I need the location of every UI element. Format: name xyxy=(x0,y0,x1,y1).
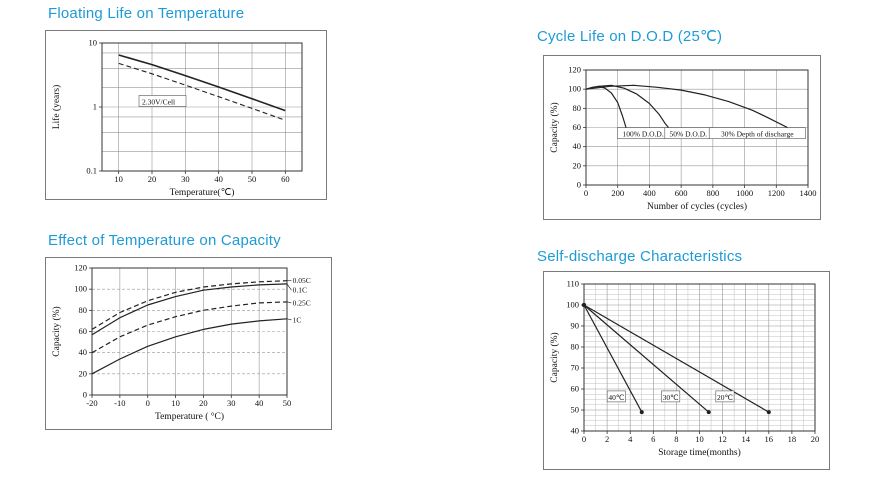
svg-text:6: 6 xyxy=(651,434,655,444)
svg-text:80: 80 xyxy=(79,305,88,315)
self-discharge-chart: 0 2 4 6 8 10 12 14 16 18 20 40 50 60 70 80 90 100 110 40℃ 30… xyxy=(543,271,830,470)
svg-text:40: 40 xyxy=(571,426,580,436)
svg-text:4: 4 xyxy=(628,434,633,444)
svg-text:10: 10 xyxy=(89,38,98,48)
svg-text:Storage time(months): Storage time(months) xyxy=(658,447,741,458)
svg-text:1400: 1400 xyxy=(800,188,817,198)
svg-text:40: 40 xyxy=(573,141,582,151)
svg-text:40: 40 xyxy=(214,174,223,184)
svg-text:800: 800 xyxy=(706,188,719,198)
svg-text:50% D.O.D.: 50% D.O.D. xyxy=(670,130,708,139)
svg-text:40℃: 40℃ xyxy=(608,393,625,402)
svg-text:100: 100 xyxy=(74,284,87,294)
chart-title-floating-life: Floating Life on Temperature xyxy=(48,5,245,22)
svg-text:20: 20 xyxy=(79,368,88,378)
svg-text:20: 20 xyxy=(199,398,208,408)
svg-text:100: 100 xyxy=(568,84,581,94)
svg-text:20: 20 xyxy=(148,174,157,184)
svg-text:-10: -10 xyxy=(114,398,125,408)
svg-text:0: 0 xyxy=(584,188,588,198)
svg-text:0: 0 xyxy=(146,398,150,408)
svg-text:30℃: 30℃ xyxy=(663,393,680,402)
svg-text:14: 14 xyxy=(741,434,750,444)
svg-text:50: 50 xyxy=(283,398,292,408)
svg-text:40: 40 xyxy=(79,347,88,357)
svg-text:Temperature ( °C): Temperature ( °C) xyxy=(155,411,224,422)
svg-text:50: 50 xyxy=(571,405,580,415)
svg-text:16: 16 xyxy=(765,434,774,444)
svg-text:110: 110 xyxy=(567,279,579,289)
temperature-capacity-chart: -20 -10 0 10 20 30 40 50 0 20 40 60 80 100 120 0.05C 0.1… xyxy=(45,257,332,430)
svg-text:100: 100 xyxy=(566,300,579,310)
svg-text:30% Depth of discharge: 30% Depth of discharge xyxy=(721,130,794,139)
svg-text:0.1: 0.1 xyxy=(86,166,97,176)
svg-text:60: 60 xyxy=(281,174,290,184)
svg-text:60: 60 xyxy=(573,122,582,132)
svg-text:-20: -20 xyxy=(86,398,97,408)
svg-text:10: 10 xyxy=(114,174,123,184)
svg-text:Capacity (%): Capacity (%) xyxy=(51,306,62,356)
chart-title-cycle-life: Cycle Life on D.O.D (25℃) xyxy=(537,28,723,45)
svg-text:2.30V/Cell: 2.30V/Cell xyxy=(142,97,175,106)
svg-text:0: 0 xyxy=(577,180,581,190)
svg-text:0: 0 xyxy=(83,390,87,400)
svg-text:Temperature(℃): Temperature(℃) xyxy=(170,187,235,197)
svg-text:2: 2 xyxy=(605,434,609,444)
svg-text:120: 120 xyxy=(74,263,87,273)
chart-title-temperature-capacity: Effect of Temperature on Capacity xyxy=(48,232,281,249)
svg-text:30: 30 xyxy=(181,174,190,184)
svg-text:0: 0 xyxy=(582,434,586,444)
svg-text:60: 60 xyxy=(571,384,580,394)
svg-text:Capacity (%): Capacity (%) xyxy=(549,332,560,382)
svg-text:1C: 1C xyxy=(293,315,302,324)
svg-text:20℃: 20℃ xyxy=(717,393,734,402)
svg-text:10: 10 xyxy=(171,398,180,408)
svg-text:100% D.O.D.: 100% D.O.D. xyxy=(622,130,663,139)
svg-text:80: 80 xyxy=(573,103,582,113)
chart-title-self-discharge: Self-discharge Characteristics xyxy=(537,248,743,265)
svg-text:60: 60 xyxy=(79,326,88,336)
svg-text:90: 90 xyxy=(571,321,580,331)
svg-text:1000: 1000 xyxy=(736,188,753,198)
svg-text:1200: 1200 xyxy=(768,188,785,198)
svg-text:600: 600 xyxy=(675,188,688,198)
svg-text:70: 70 xyxy=(571,363,580,373)
svg-text:40: 40 xyxy=(255,398,264,408)
svg-text:10: 10 xyxy=(695,434,704,444)
svg-text:200: 200 xyxy=(611,188,624,198)
svg-text:12: 12 xyxy=(718,434,727,444)
svg-text:80: 80 xyxy=(571,342,580,352)
svg-text:50: 50 xyxy=(248,174,257,184)
svg-text:0.25C: 0.25C xyxy=(293,298,311,307)
svg-text:Number of cycles (cycles): Number of cycles (cycles) xyxy=(647,201,747,212)
svg-text:0.05C: 0.05C xyxy=(293,276,311,285)
svg-text:20: 20 xyxy=(811,434,820,444)
svg-text:0.1C: 0.1C xyxy=(293,286,307,295)
svg-text:120: 120 xyxy=(568,65,581,75)
svg-text:Life (years): Life (years) xyxy=(51,85,62,130)
svg-text:8: 8 xyxy=(674,434,678,444)
svg-text:30: 30 xyxy=(227,398,236,408)
svg-text:18: 18 xyxy=(788,434,797,444)
svg-text:1: 1 xyxy=(93,102,97,112)
cycle-life-chart: 0 200 400 600 800 1000 1200 1400 0 20 40 60 80 100 120… xyxy=(543,55,821,220)
svg-text:Capacity (%): Capacity (%) xyxy=(549,102,560,152)
svg-text:20: 20 xyxy=(573,160,582,170)
svg-text:400: 400 xyxy=(643,188,656,198)
floating-life-chart: 10 20 30 40 50 60 0.1 1 10 2.30V/Cell Temperature(… xyxy=(45,30,327,200)
